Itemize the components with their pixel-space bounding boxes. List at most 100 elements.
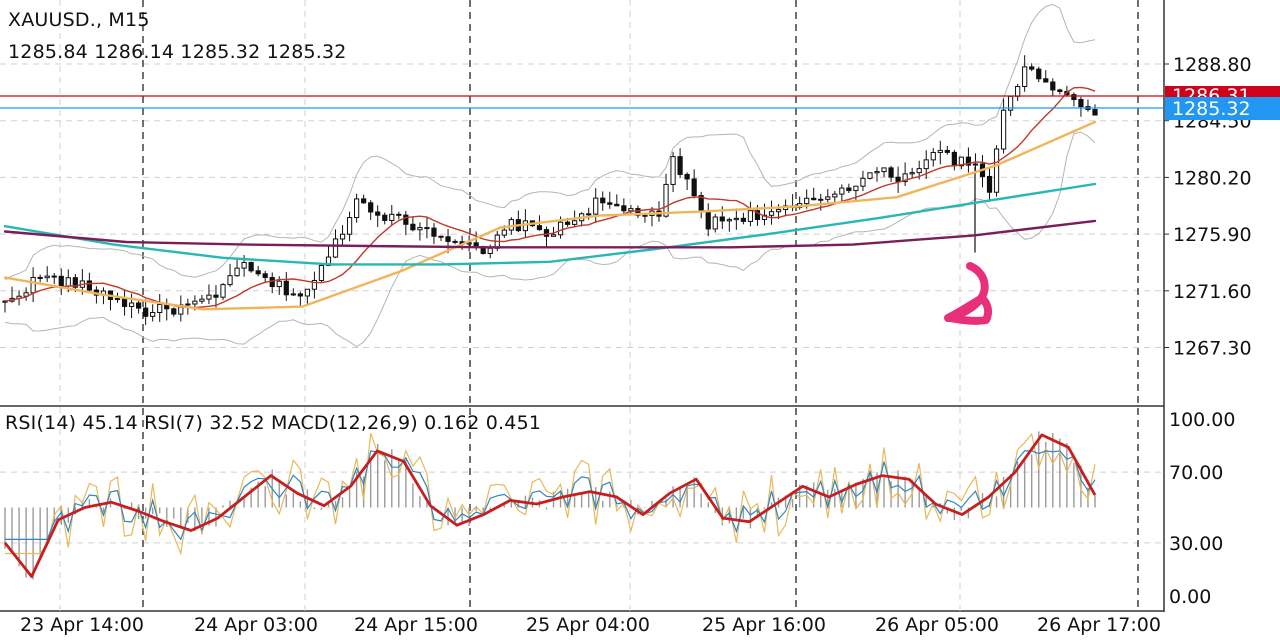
candle-body (382, 214, 388, 221)
candle-body (318, 265, 325, 281)
candle-body (199, 298, 205, 302)
time-tick-label: 25 Apr 16:00 (702, 614, 826, 636)
ma-medium-line (3, 120, 1097, 311)
candle-body (1043, 78, 1049, 83)
candle-body (354, 198, 360, 219)
candle-body (128, 302, 135, 307)
candle-body (557, 221, 564, 236)
candle-body (452, 240, 458, 243)
candle-body (213, 294, 219, 298)
candle-body (888, 167, 894, 178)
candle-body (58, 275, 64, 287)
candle-body (853, 185, 859, 192)
candle-body (206, 294, 212, 300)
ohlc-values-label: 1285.84 1286.14 1285.32 1285.32 (8, 41, 347, 63)
candle-body (621, 205, 627, 212)
price-tick-label: 1267.30 (1173, 338, 1252, 360)
candle-body (944, 149, 950, 153)
time-tick-label: 24 Apr 03:00 (194, 614, 318, 636)
candle-body (262, 273, 268, 278)
candle-body (740, 217, 746, 222)
candle-body (431, 227, 437, 237)
candle-body (375, 211, 381, 216)
candle-body (269, 276, 275, 288)
candle-body (304, 288, 310, 297)
indicator-tick-label: 0.00 (1169, 586, 1211, 608)
candle-body (564, 221, 571, 225)
candle-body (536, 225, 543, 231)
candle-body (923, 159, 929, 170)
candle-body (993, 148, 1000, 193)
candle-body (839, 187, 845, 195)
candle-body (417, 227, 423, 231)
candle-body (86, 280, 92, 291)
indicator-tick-label: 100.00 (1169, 409, 1235, 431)
candle-body (339, 233, 346, 240)
candle-body (192, 300, 198, 305)
candle-body (768, 211, 775, 216)
candle-body (1000, 109, 1007, 150)
candle-body (775, 209, 782, 213)
candle-body (677, 156, 683, 175)
candle-body (325, 256, 332, 267)
candle-body (614, 203, 620, 207)
candle-body (403, 214, 409, 225)
candle-body (986, 175, 993, 193)
candle-body (965, 156, 972, 166)
candle-body (712, 216, 718, 230)
candle-body (586, 213, 592, 216)
candle-body (818, 198, 824, 201)
candle-body (691, 178, 697, 197)
candle-body (754, 210, 761, 220)
candle-body (368, 202, 374, 213)
candle-body (1057, 89, 1063, 92)
candle-body (572, 220, 578, 225)
candle-body (874, 171, 880, 174)
time-tick-label: 26 Apr 05:00 (875, 614, 999, 636)
candle-body (881, 167, 887, 173)
candle-body (733, 217, 739, 221)
candle-body (487, 247, 493, 255)
candle-body (136, 302, 142, 309)
candle-body (410, 223, 416, 231)
candle-body (185, 303, 191, 306)
bollinger-upper-band (4, 3, 1096, 281)
candle-body (290, 293, 296, 296)
indicator-tick-label: 70.00 (1169, 462, 1223, 484)
ma-slow-line (3, 182, 1097, 266)
candle-body (332, 238, 339, 258)
candle-body (37, 276, 43, 279)
candle-body (1071, 94, 1077, 101)
candle-body (150, 312, 156, 317)
candle-body (1015, 86, 1021, 97)
candle-body (628, 208, 634, 212)
candle-body (593, 197, 599, 215)
candle-body (65, 277, 71, 287)
candle-body (607, 202, 613, 205)
candle-body (1022, 66, 1028, 88)
candle-body (157, 303, 163, 313)
candle-body (389, 213, 395, 221)
candle-body (297, 293, 303, 297)
candle-body (23, 292, 29, 297)
candle-body (438, 235, 444, 238)
candle-body (311, 279, 318, 290)
bid-price-box (1165, 97, 1280, 120)
candle-body (726, 219, 732, 222)
price-tick-label: 1271.60 (1173, 281, 1252, 303)
indicator-header-label: RSI(14) 45.14 RSI(7) 32.52 MACD(12,26,9)… (5, 412, 542, 434)
candle-body (902, 173, 908, 183)
candle-body (663, 183, 669, 217)
candle-body (1029, 66, 1035, 70)
candle-body (832, 193, 838, 198)
candle-body (747, 210, 754, 222)
candle-body (361, 198, 367, 204)
candle-body (860, 177, 866, 187)
candle-body (846, 187, 852, 192)
bid-price-label: 1285.32 (1172, 98, 1251, 120)
candle-body (44, 275, 50, 279)
price-tick-label: 1280.20 (1173, 167, 1252, 189)
candle-body (220, 284, 226, 298)
